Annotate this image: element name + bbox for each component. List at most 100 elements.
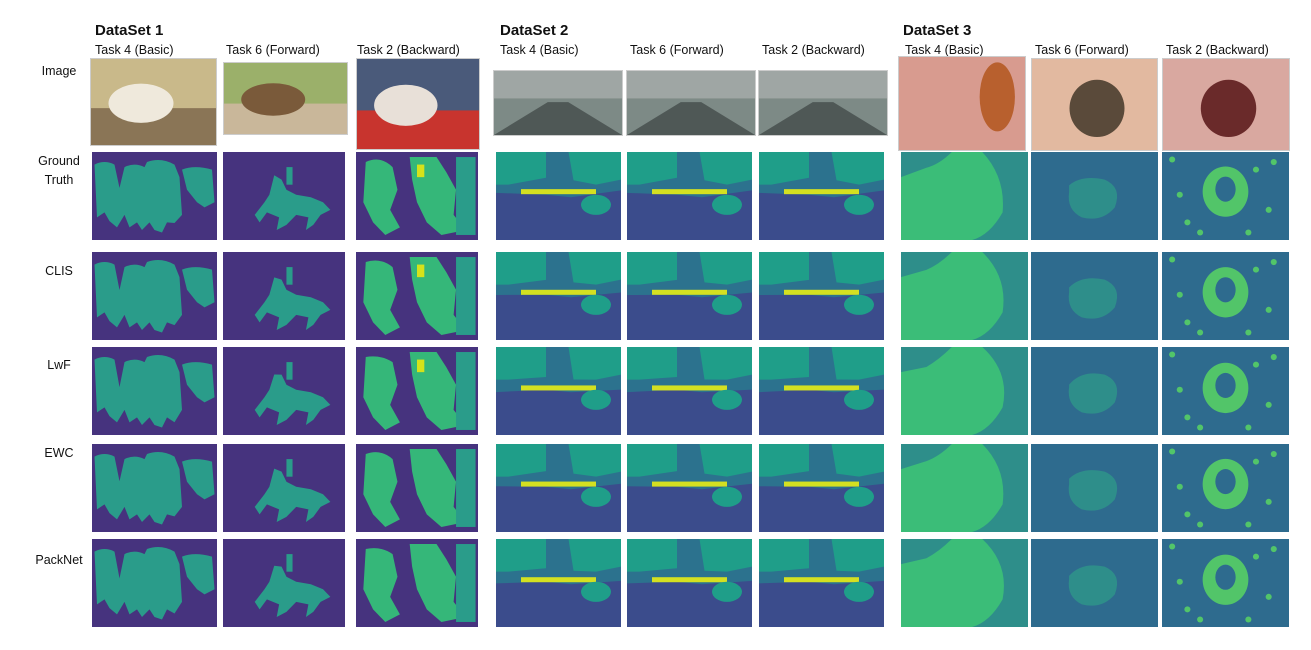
segmentation-mask: [223, 539, 345, 627]
mask-cell: [759, 152, 884, 240]
segmentation-mask: [223, 152, 345, 240]
horse-rider-photo: [223, 62, 348, 135]
segmentation-mask: [627, 539, 752, 627]
segmentation-mask: [356, 539, 478, 627]
street-photo: [626, 70, 756, 136]
mask-cell: [1031, 347, 1158, 435]
mask-cell: [496, 152, 621, 240]
cows-photo: [90, 58, 217, 146]
segmentation-mask: [92, 252, 217, 340]
mask-cell: [759, 347, 884, 435]
segmentation-mask: [1162, 539, 1289, 627]
task-label-d2-t3: Task 2 (Backward): [762, 43, 865, 57]
mask-cell: [223, 252, 345, 340]
segmentation-mask: [627, 152, 752, 240]
skin-lesion-photo: [898, 56, 1026, 151]
segmentation-mask: [627, 444, 752, 532]
row-label-packnet: PackNet: [35, 553, 83, 567]
dataset-1-title: DataSet 1: [95, 22, 164, 39]
mask-cell: [759, 539, 884, 627]
mask-cell: [223, 152, 345, 240]
segmentation-mask: [223, 252, 345, 340]
mask-cell: [496, 347, 621, 435]
segmentation-mask: [759, 252, 884, 340]
segmentation-mask: [496, 252, 621, 340]
mask-cell: [901, 252, 1028, 340]
segmentation-mask: [223, 444, 345, 532]
segmentation-mask: [496, 539, 621, 627]
segmentation-mask: [92, 152, 217, 240]
task-label-d3-t1: Task 4 (Basic): [905, 43, 984, 57]
row-label-ewc: EWC: [44, 446, 74, 460]
mask-cell: [1031, 252, 1158, 340]
mask-cell: [223, 539, 345, 627]
row-label-image: Image: [41, 64, 77, 78]
segmentation-mask: [1162, 152, 1289, 240]
segmentation-mask: [901, 152, 1028, 240]
task-label-d1-t3: Task 2 (Backward): [357, 43, 460, 57]
segmentation-mask: [1162, 252, 1289, 340]
skin-lesion-photo: [1031, 58, 1158, 151]
segmentation-mask: [1031, 252, 1158, 340]
segmentation-mask: [496, 444, 621, 532]
segmentation-mask: [1031, 347, 1158, 435]
mask-cell: [1162, 252, 1289, 340]
mask-cell: [1162, 444, 1289, 532]
segmentation-mask: [496, 152, 621, 240]
segmentation-mask: [759, 152, 884, 240]
mask-cell: [92, 347, 217, 435]
segmentation-mask: [1031, 539, 1158, 627]
mask-cell: [1162, 539, 1289, 627]
task-label-d1-t1: Task 4 (Basic): [95, 43, 174, 57]
mask-cell: [92, 539, 217, 627]
task-label-d2-t2: Task 6 (Forward): [630, 43, 724, 57]
mask-cell: [901, 539, 1028, 627]
segmentation-mask: [901, 252, 1028, 340]
segmentation-mask: [356, 252, 478, 340]
mask-cell: [1031, 152, 1158, 240]
segmentation-mask: [759, 347, 884, 435]
mask-cell: [223, 444, 345, 532]
street-photo: [758, 70, 888, 136]
segmentation-mask: [759, 444, 884, 532]
task-label-d3-t2: Task 6 (Forward): [1035, 43, 1129, 57]
segmentation-mask: [92, 347, 217, 435]
task-label-d1-t2: Task 6 (Forward): [226, 43, 320, 57]
segmentation-mask: [1031, 444, 1158, 532]
segmentation-mask: [627, 252, 752, 340]
mask-cell: [901, 152, 1028, 240]
segmentation-mask: [223, 347, 345, 435]
mask-cell: [92, 444, 217, 532]
row-label-clis: CLIS: [45, 264, 73, 278]
mask-cell: [1162, 152, 1289, 240]
skin-lesion-photo: [1162, 58, 1290, 151]
people-photo: [356, 58, 480, 150]
mask-cell: [759, 252, 884, 340]
segmentation-mask: [759, 539, 884, 627]
task-label-d2-t1: Task 4 (Basic): [500, 43, 579, 57]
row-label-ground-truth: Ground Truth: [24, 152, 94, 190]
mask-cell: [223, 347, 345, 435]
row-label-ground-truth-text: Ground Truth: [38, 154, 80, 187]
mask-cell: [1031, 444, 1158, 532]
dataset-2-title: DataSet 2: [500, 22, 569, 39]
segmentation-mask: [92, 539, 217, 627]
segmentation-mask: [356, 152, 478, 240]
mask-cell: [901, 347, 1028, 435]
mask-cell: [92, 252, 217, 340]
dataset-3-title: DataSet 3: [903, 22, 972, 39]
mask-cell: [627, 252, 752, 340]
street-photo: [493, 70, 623, 136]
mask-cell: [356, 252, 478, 340]
mask-cell: [496, 444, 621, 532]
mask-cell: [627, 539, 752, 627]
mask-cell: [1162, 347, 1289, 435]
segmentation-mask: [901, 347, 1028, 435]
segmentation-mask: [496, 347, 621, 435]
mask-cell: [92, 152, 217, 240]
mask-cell: [496, 539, 621, 627]
segmentation-mask: [901, 444, 1028, 532]
segmentation-mask: [627, 347, 752, 435]
mask-cell: [356, 347, 478, 435]
segmentation-mask: [901, 539, 1028, 627]
